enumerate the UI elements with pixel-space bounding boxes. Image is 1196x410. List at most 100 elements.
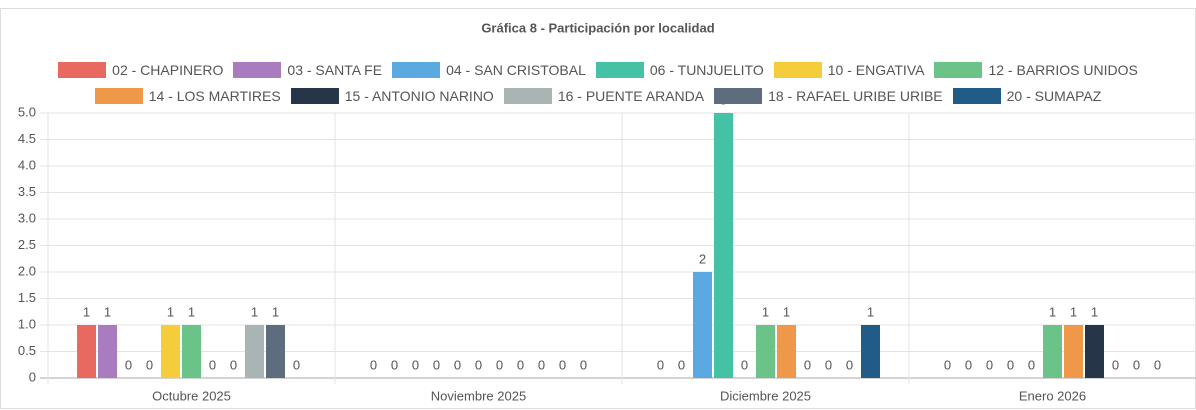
data-label: 1 bbox=[1049, 304, 1056, 319]
bar bbox=[245, 325, 264, 378]
bar bbox=[714, 113, 733, 378]
y-tick-label: 0 bbox=[29, 369, 36, 384]
data-label: 0 bbox=[580, 357, 587, 372]
data-label: 0 bbox=[1133, 357, 1140, 372]
legend-item: 02 - CHAPINERO bbox=[58, 62, 223, 78]
legend-label: 14 - LOS MARTIRES bbox=[148, 88, 281, 104]
legend-swatch bbox=[503, 88, 552, 104]
y-tick-label: 0.5 bbox=[18, 343, 36, 358]
data-label: 0 bbox=[454, 357, 461, 372]
legend-label: 15 - ANTONIO NARINO bbox=[344, 88, 494, 104]
data-label: 1 bbox=[83, 304, 90, 319]
legend-item: 15 - ANTONIO NARINO bbox=[290, 88, 494, 104]
legend-label: 06 - TUNJUELITO bbox=[649, 62, 764, 78]
legend-swatch bbox=[595, 62, 644, 78]
y-tick-label: 2.5 bbox=[18, 237, 36, 252]
x-tick-label: Enero 2026 bbox=[1019, 388, 1086, 403]
data-label: 0 bbox=[209, 357, 216, 372]
y-tick-label: 4.5 bbox=[18, 131, 36, 146]
legend-item: 18 - RAFAEL URIBE URIBE bbox=[714, 88, 943, 104]
legend-item: 12 - BARRIOS UNIDOS bbox=[934, 62, 1138, 78]
bar bbox=[98, 325, 117, 378]
data-label: 0 bbox=[538, 357, 545, 372]
legend-swatch bbox=[94, 88, 143, 104]
bar bbox=[861, 325, 880, 378]
data-label: 0 bbox=[146, 357, 153, 372]
data-label: 1 bbox=[762, 304, 769, 319]
legend-item: 16 - PUENTE ARANDA bbox=[503, 88, 705, 104]
data-label: 0 bbox=[846, 357, 853, 372]
bar bbox=[693, 272, 712, 378]
bar bbox=[1043, 325, 1062, 378]
data-label: 1 bbox=[867, 304, 874, 319]
chart-title: Gráfica 8 - Participación por localidad bbox=[481, 20, 714, 35]
legend-item: 04 - SAN CRISTOBAL bbox=[392, 62, 586, 78]
legend-swatch bbox=[952, 88, 1001, 104]
legend-swatch bbox=[392, 62, 441, 78]
legend-label: 18 - RAFAEL URIBE URIBE bbox=[768, 88, 943, 104]
x-tick-label: Octubre 2025 bbox=[152, 388, 231, 403]
legend-label: 20 - SUMAPAZ bbox=[1006, 88, 1102, 104]
data-label: 0 bbox=[678, 357, 685, 372]
bar bbox=[777, 325, 796, 378]
data-label: 0 bbox=[1154, 357, 1161, 372]
y-tick-label: 4.0 bbox=[18, 157, 36, 172]
data-label: 0 bbox=[944, 357, 951, 372]
data-label: 0 bbox=[412, 357, 419, 372]
bar bbox=[161, 325, 180, 378]
bar bbox=[1064, 325, 1083, 378]
data-label: 0 bbox=[517, 357, 524, 372]
data-label: 1 bbox=[1070, 304, 1077, 319]
legend-label: 04 - SAN CRISTOBAL bbox=[446, 62, 586, 78]
data-label: 0 bbox=[741, 357, 748, 372]
legend-swatch bbox=[233, 62, 282, 78]
data-label: 0 bbox=[370, 357, 377, 372]
data-label: 0 bbox=[986, 357, 993, 372]
data-label: 1 bbox=[1091, 304, 1098, 319]
legend-item: 03 - SANTA FE bbox=[233, 62, 382, 78]
legend-label: 12 - BARRIOS UNIDOS bbox=[988, 62, 1138, 78]
data-label: 0 bbox=[1028, 357, 1035, 372]
y-tick-label: 3.5 bbox=[18, 184, 36, 199]
data-label: 1 bbox=[104, 304, 111, 319]
data-label: 0 bbox=[559, 357, 566, 372]
data-label: 0 bbox=[391, 357, 398, 372]
legend-item: 20 - SUMAPAZ bbox=[952, 88, 1102, 104]
data-label: 0 bbox=[657, 357, 664, 372]
legend-label: 16 - PUENTE ARANDA bbox=[557, 88, 705, 104]
data-label: 1 bbox=[272, 304, 279, 319]
legend-swatch bbox=[773, 62, 822, 78]
bar bbox=[1085, 325, 1104, 378]
data-label: 0 bbox=[230, 357, 237, 372]
bar bbox=[756, 325, 775, 378]
legend-swatch bbox=[934, 62, 983, 78]
data-label: 0 bbox=[433, 357, 440, 372]
legend-label: 02 - CHAPINERO bbox=[112, 62, 224, 78]
data-label: 2 bbox=[699, 251, 706, 266]
data-label: 0 bbox=[965, 357, 972, 372]
bar bbox=[77, 325, 96, 378]
data-label: 0 bbox=[293, 357, 300, 372]
data-label: 0 bbox=[804, 357, 811, 372]
legend-item: 10 - ENGATIVA bbox=[773, 62, 924, 78]
legend-row: 02 - CHAPINERO 03 - SANTA FE 04 - SAN CRIS… bbox=[20, 57, 1176, 83]
bar bbox=[266, 325, 285, 378]
data-label: 1 bbox=[167, 304, 174, 319]
legend-label: 03 - SANTA FE bbox=[287, 62, 383, 78]
legend-row: 14 - LOS MARTIRES 15 - ANTONIO NARINO 16 -… bbox=[20, 83, 1176, 109]
legend-swatch bbox=[290, 88, 339, 104]
bar bbox=[182, 325, 201, 378]
data-label: 0 bbox=[496, 357, 503, 372]
data-label: 0 bbox=[825, 357, 832, 372]
data-label: 0 bbox=[475, 357, 482, 372]
legend-swatch bbox=[714, 88, 763, 104]
x-tick-label: Noviembre 2025 bbox=[431, 388, 526, 403]
data-label: 0 bbox=[1007, 357, 1014, 372]
y-tick-label: 1.5 bbox=[18, 290, 36, 305]
data-label: 1 bbox=[783, 304, 790, 319]
y-tick-label: 2.0 bbox=[18, 263, 36, 278]
legend-item: 14 - LOS MARTIRES bbox=[94, 88, 281, 104]
legend: 02 - CHAPINERO 03 - SANTA FE 04 - SAN CRIS… bbox=[20, 57, 1176, 109]
x-tick-label: Diciembre 2025 bbox=[720, 388, 811, 403]
